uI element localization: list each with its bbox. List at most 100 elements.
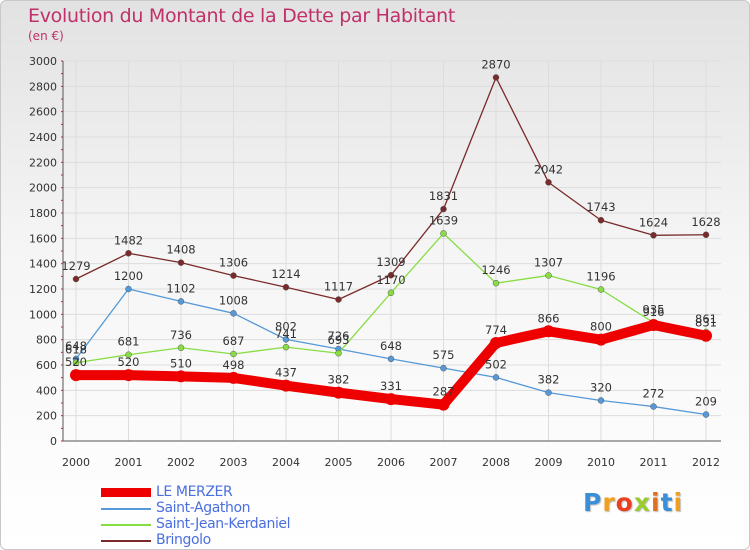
data-label: 1200 <box>114 269 143 283</box>
data-label: 1743 <box>586 200 615 214</box>
y-tick-label: 1600 <box>29 232 57 245</box>
chart-title: Evolution du Montant de la Dette par Hab… <box>28 5 456 27</box>
data-point <box>177 298 185 305</box>
data-point <box>335 349 342 357</box>
data-point <box>597 397 605 404</box>
x-tick-label: 2000 <box>62 456 90 469</box>
y-tick-label: 2800 <box>29 80 57 93</box>
data-point <box>387 289 395 297</box>
x-tick-label: 2007 <box>430 456 458 469</box>
data-label: 802 <box>275 319 297 333</box>
y-tick-label: 2600 <box>29 106 57 119</box>
data-label: 681 <box>118 335 140 349</box>
data-point <box>440 205 447 213</box>
data-label: 1170 <box>376 273 405 287</box>
data-label: 331 <box>380 379 402 393</box>
data-point <box>492 279 500 287</box>
x-tick-label: 2008 <box>482 456 510 469</box>
data-point <box>335 296 342 303</box>
data-label: 382 <box>538 373 560 387</box>
data-point <box>227 371 240 384</box>
data-point <box>230 350 237 358</box>
data-point <box>175 370 187 383</box>
data-label: 1246 <box>481 263 510 277</box>
data-point <box>282 283 290 291</box>
data-label: 1102 <box>166 281 195 295</box>
y-tick-label: 2400 <box>29 131 57 144</box>
data-point <box>230 310 237 317</box>
data-point <box>650 403 657 410</box>
data-point <box>72 359 80 366</box>
x-tick-label: 2006 <box>377 456 405 469</box>
proxiti-logo: Proxiti <box>583 488 684 517</box>
x-tick-label: 2005 <box>325 456 353 469</box>
data-point <box>72 275 80 283</box>
data-point <box>280 379 292 392</box>
legend-label: Bringolo <box>156 532 211 548</box>
data-label: 287 <box>433 385 455 399</box>
data-label: 831 <box>695 316 717 330</box>
data-label: 1624 <box>639 215 668 229</box>
data-label: 736 <box>170 328 192 342</box>
legend-swatch <box>101 540 151 542</box>
data-point <box>437 398 450 411</box>
data-point <box>545 389 552 396</box>
data-label: 916 <box>643 305 665 319</box>
data-point <box>700 329 712 342</box>
y-tick-label: 2200 <box>29 156 57 169</box>
data-point <box>122 369 135 382</box>
data-label: 320 <box>590 380 612 394</box>
data-label: 618 <box>65 343 87 357</box>
data-point <box>545 179 552 186</box>
y-tick-label: 2000 <box>29 182 57 195</box>
data-point <box>440 230 447 237</box>
y-tick-label: 1400 <box>29 258 57 271</box>
data-label: 498 <box>223 358 245 372</box>
y-tick-label: 600 <box>36 359 57 372</box>
legend-label: Saint-Jean-Kerdaniel <box>156 516 291 532</box>
y-tick-label: 1800 <box>29 207 57 220</box>
data-point <box>545 272 552 279</box>
data-label: 2042 <box>534 162 563 176</box>
data-point <box>647 318 660 331</box>
data-label: 437 <box>275 366 297 380</box>
data-point <box>387 355 395 363</box>
data-label: 502 <box>485 357 507 371</box>
data-label: 1117 <box>324 280 353 294</box>
data-point <box>650 232 657 239</box>
data-point <box>177 344 185 352</box>
x-tick-label: 2004 <box>272 456 300 469</box>
data-point <box>702 411 710 418</box>
data-label: 2870 <box>481 57 510 71</box>
data-point <box>440 364 447 372</box>
data-label: 272 <box>643 387 665 401</box>
legend-label: LE MERZER <box>156 484 233 500</box>
legend-swatch <box>101 488 151 497</box>
data-label: 575 <box>433 348 455 362</box>
y-tick-label: 3000 <box>29 55 57 68</box>
y-tick-label: 200 <box>36 410 57 423</box>
data-point <box>492 74 500 81</box>
data-point <box>702 231 710 239</box>
data-label: 510 <box>170 356 192 370</box>
x-tick-label: 2003 <box>220 456 248 469</box>
data-point <box>177 259 185 266</box>
data-point <box>282 343 290 351</box>
data-label: 774 <box>485 323 507 337</box>
y-tick-label: 400 <box>36 384 57 397</box>
data-label: 1408 <box>166 243 195 257</box>
x-tick-label: 2010 <box>587 456 615 469</box>
data-label: 520 <box>65 355 87 369</box>
data-label: 861 <box>695 312 717 326</box>
data-point <box>70 369 82 382</box>
data-label: 648 <box>380 339 402 353</box>
data-label: 1214 <box>271 267 300 281</box>
data-label: 1639 <box>429 213 458 227</box>
data-label: 726 <box>328 329 350 343</box>
data-point <box>597 286 605 293</box>
data-label: 687 <box>223 334 245 348</box>
data-label: 209 <box>695 395 717 409</box>
data-label: 382 <box>328 373 350 387</box>
data-point <box>125 351 132 358</box>
